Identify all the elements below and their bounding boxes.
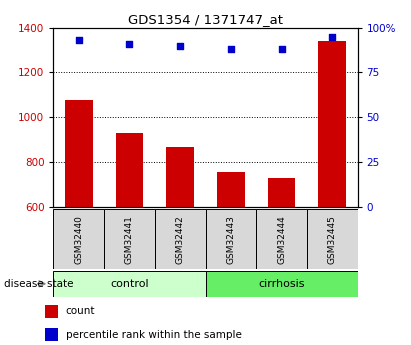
Point [177, 43, 183, 48]
Bar [45, 328, 58, 341]
Bar [166, 147, 194, 207]
Bar [53, 209, 104, 269]
Bar [65, 100, 93, 207]
Bar [155, 209, 206, 269]
Text: GSM32441: GSM32441 [125, 215, 134, 264]
Bar [53, 271, 206, 297]
Bar [45, 305, 58, 317]
Point [228, 46, 234, 52]
Bar [115, 133, 143, 207]
Text: cirrhosis: cirrhosis [258, 279, 305, 289]
Bar [217, 172, 245, 207]
Bar [206, 271, 358, 297]
Point [126, 41, 133, 47]
Point [76, 37, 82, 43]
Text: control: control [110, 279, 149, 289]
Bar [318, 41, 346, 207]
Text: GSM32445: GSM32445 [328, 215, 337, 264]
Text: GSM32442: GSM32442 [175, 215, 185, 264]
Bar [268, 178, 296, 207]
Bar [206, 209, 256, 269]
Text: count: count [65, 306, 95, 316]
Text: disease state: disease state [4, 279, 74, 289]
Text: GSM32444: GSM32444 [277, 215, 286, 264]
Point [329, 34, 335, 39]
Text: percentile rank within the sample: percentile rank within the sample [65, 330, 241, 339]
Text: GSM32440: GSM32440 [74, 215, 83, 264]
Bar [104, 209, 155, 269]
Point [278, 46, 285, 52]
Bar [307, 209, 358, 269]
Bar [256, 209, 307, 269]
Title: GDS1354 / 1371747_at: GDS1354 / 1371747_at [128, 13, 283, 27]
Text: GSM32443: GSM32443 [226, 215, 236, 264]
